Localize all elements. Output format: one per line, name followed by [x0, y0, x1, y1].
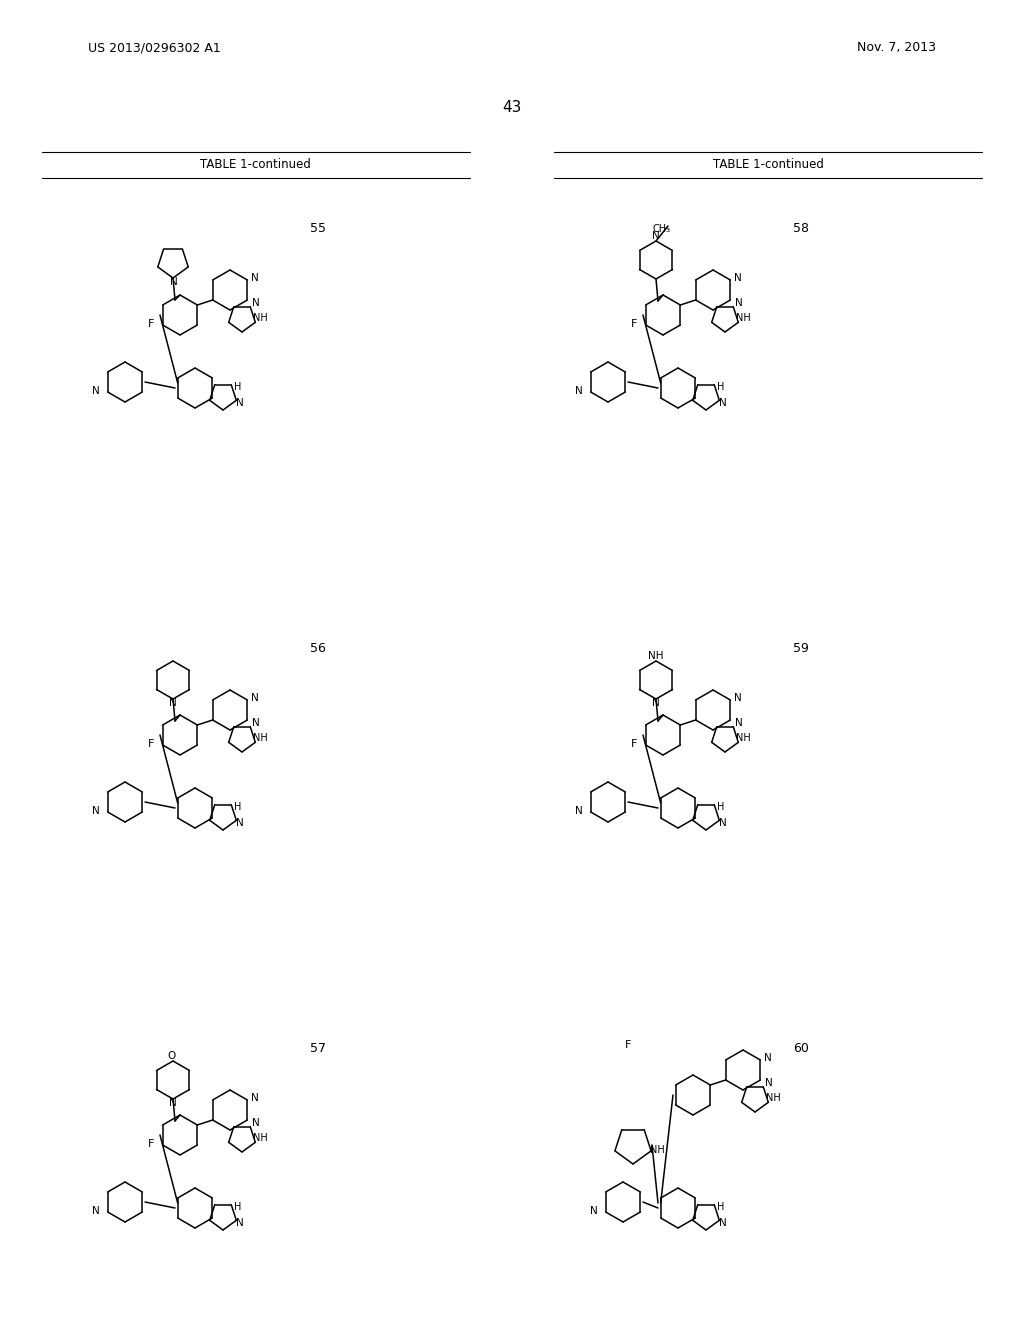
Text: NH: NH: [766, 1093, 780, 1104]
Text: N: N: [575, 385, 583, 396]
Text: F: F: [631, 319, 637, 329]
Text: N: N: [252, 718, 260, 729]
Text: F: F: [625, 1040, 631, 1049]
Text: F: F: [147, 1139, 154, 1148]
Text: N: N: [575, 807, 583, 816]
Text: N: N: [652, 698, 659, 708]
Text: N: N: [252, 298, 260, 308]
Text: N: N: [590, 1206, 598, 1216]
Text: N: N: [169, 1098, 177, 1107]
Text: N: N: [92, 385, 100, 396]
Text: NH: NH: [735, 733, 751, 743]
Text: NH: NH: [253, 313, 267, 323]
Text: N: N: [237, 399, 244, 408]
Text: H: H: [718, 1203, 725, 1212]
Text: N: N: [764, 1053, 772, 1063]
Text: N: N: [765, 1078, 773, 1088]
Text: US 2013/0296302 A1: US 2013/0296302 A1: [88, 41, 221, 54]
Text: F: F: [631, 739, 637, 748]
Text: 56: 56: [310, 642, 326, 655]
Text: CH₃: CH₃: [653, 224, 671, 234]
Text: N: N: [719, 399, 727, 408]
Text: N: N: [734, 273, 741, 282]
Text: N: N: [92, 807, 100, 816]
Text: N: N: [252, 1118, 260, 1129]
Text: 55: 55: [310, 222, 326, 235]
Text: H: H: [718, 803, 725, 812]
Text: H: H: [234, 803, 242, 812]
Text: N: N: [251, 693, 259, 704]
Text: 57: 57: [310, 1041, 326, 1055]
Text: N: N: [735, 718, 742, 729]
Text: 60: 60: [793, 1041, 809, 1055]
Text: H: H: [718, 381, 725, 392]
Text: N: N: [735, 298, 742, 308]
Text: NH: NH: [253, 1133, 267, 1143]
Text: F: F: [147, 739, 154, 748]
Text: N: N: [251, 1093, 259, 1104]
Text: 43: 43: [503, 100, 521, 116]
Text: 59: 59: [793, 642, 809, 655]
Text: TABLE 1-continued: TABLE 1-continued: [713, 158, 823, 172]
Text: N: N: [237, 1218, 244, 1228]
Text: NH: NH: [253, 733, 267, 743]
Text: N: N: [719, 818, 727, 828]
Text: Nov. 7, 2013: Nov. 7, 2013: [857, 41, 936, 54]
Text: TABLE 1-continued: TABLE 1-continued: [200, 158, 310, 172]
Text: N: N: [92, 1206, 100, 1216]
Text: N: N: [719, 1218, 727, 1228]
Text: NH: NH: [735, 313, 751, 323]
Text: N: N: [169, 698, 177, 708]
Text: NH: NH: [649, 1144, 665, 1155]
Text: O: O: [168, 1051, 176, 1061]
Text: 58: 58: [793, 222, 809, 235]
Text: N: N: [170, 277, 178, 286]
Text: N: N: [734, 693, 741, 704]
Text: N: N: [237, 818, 244, 828]
Text: H: H: [234, 381, 242, 392]
Text: N: N: [251, 273, 259, 282]
Text: NH: NH: [648, 651, 664, 661]
Text: F: F: [147, 319, 154, 329]
Text: N: N: [652, 231, 659, 242]
Text: H: H: [234, 1203, 242, 1212]
